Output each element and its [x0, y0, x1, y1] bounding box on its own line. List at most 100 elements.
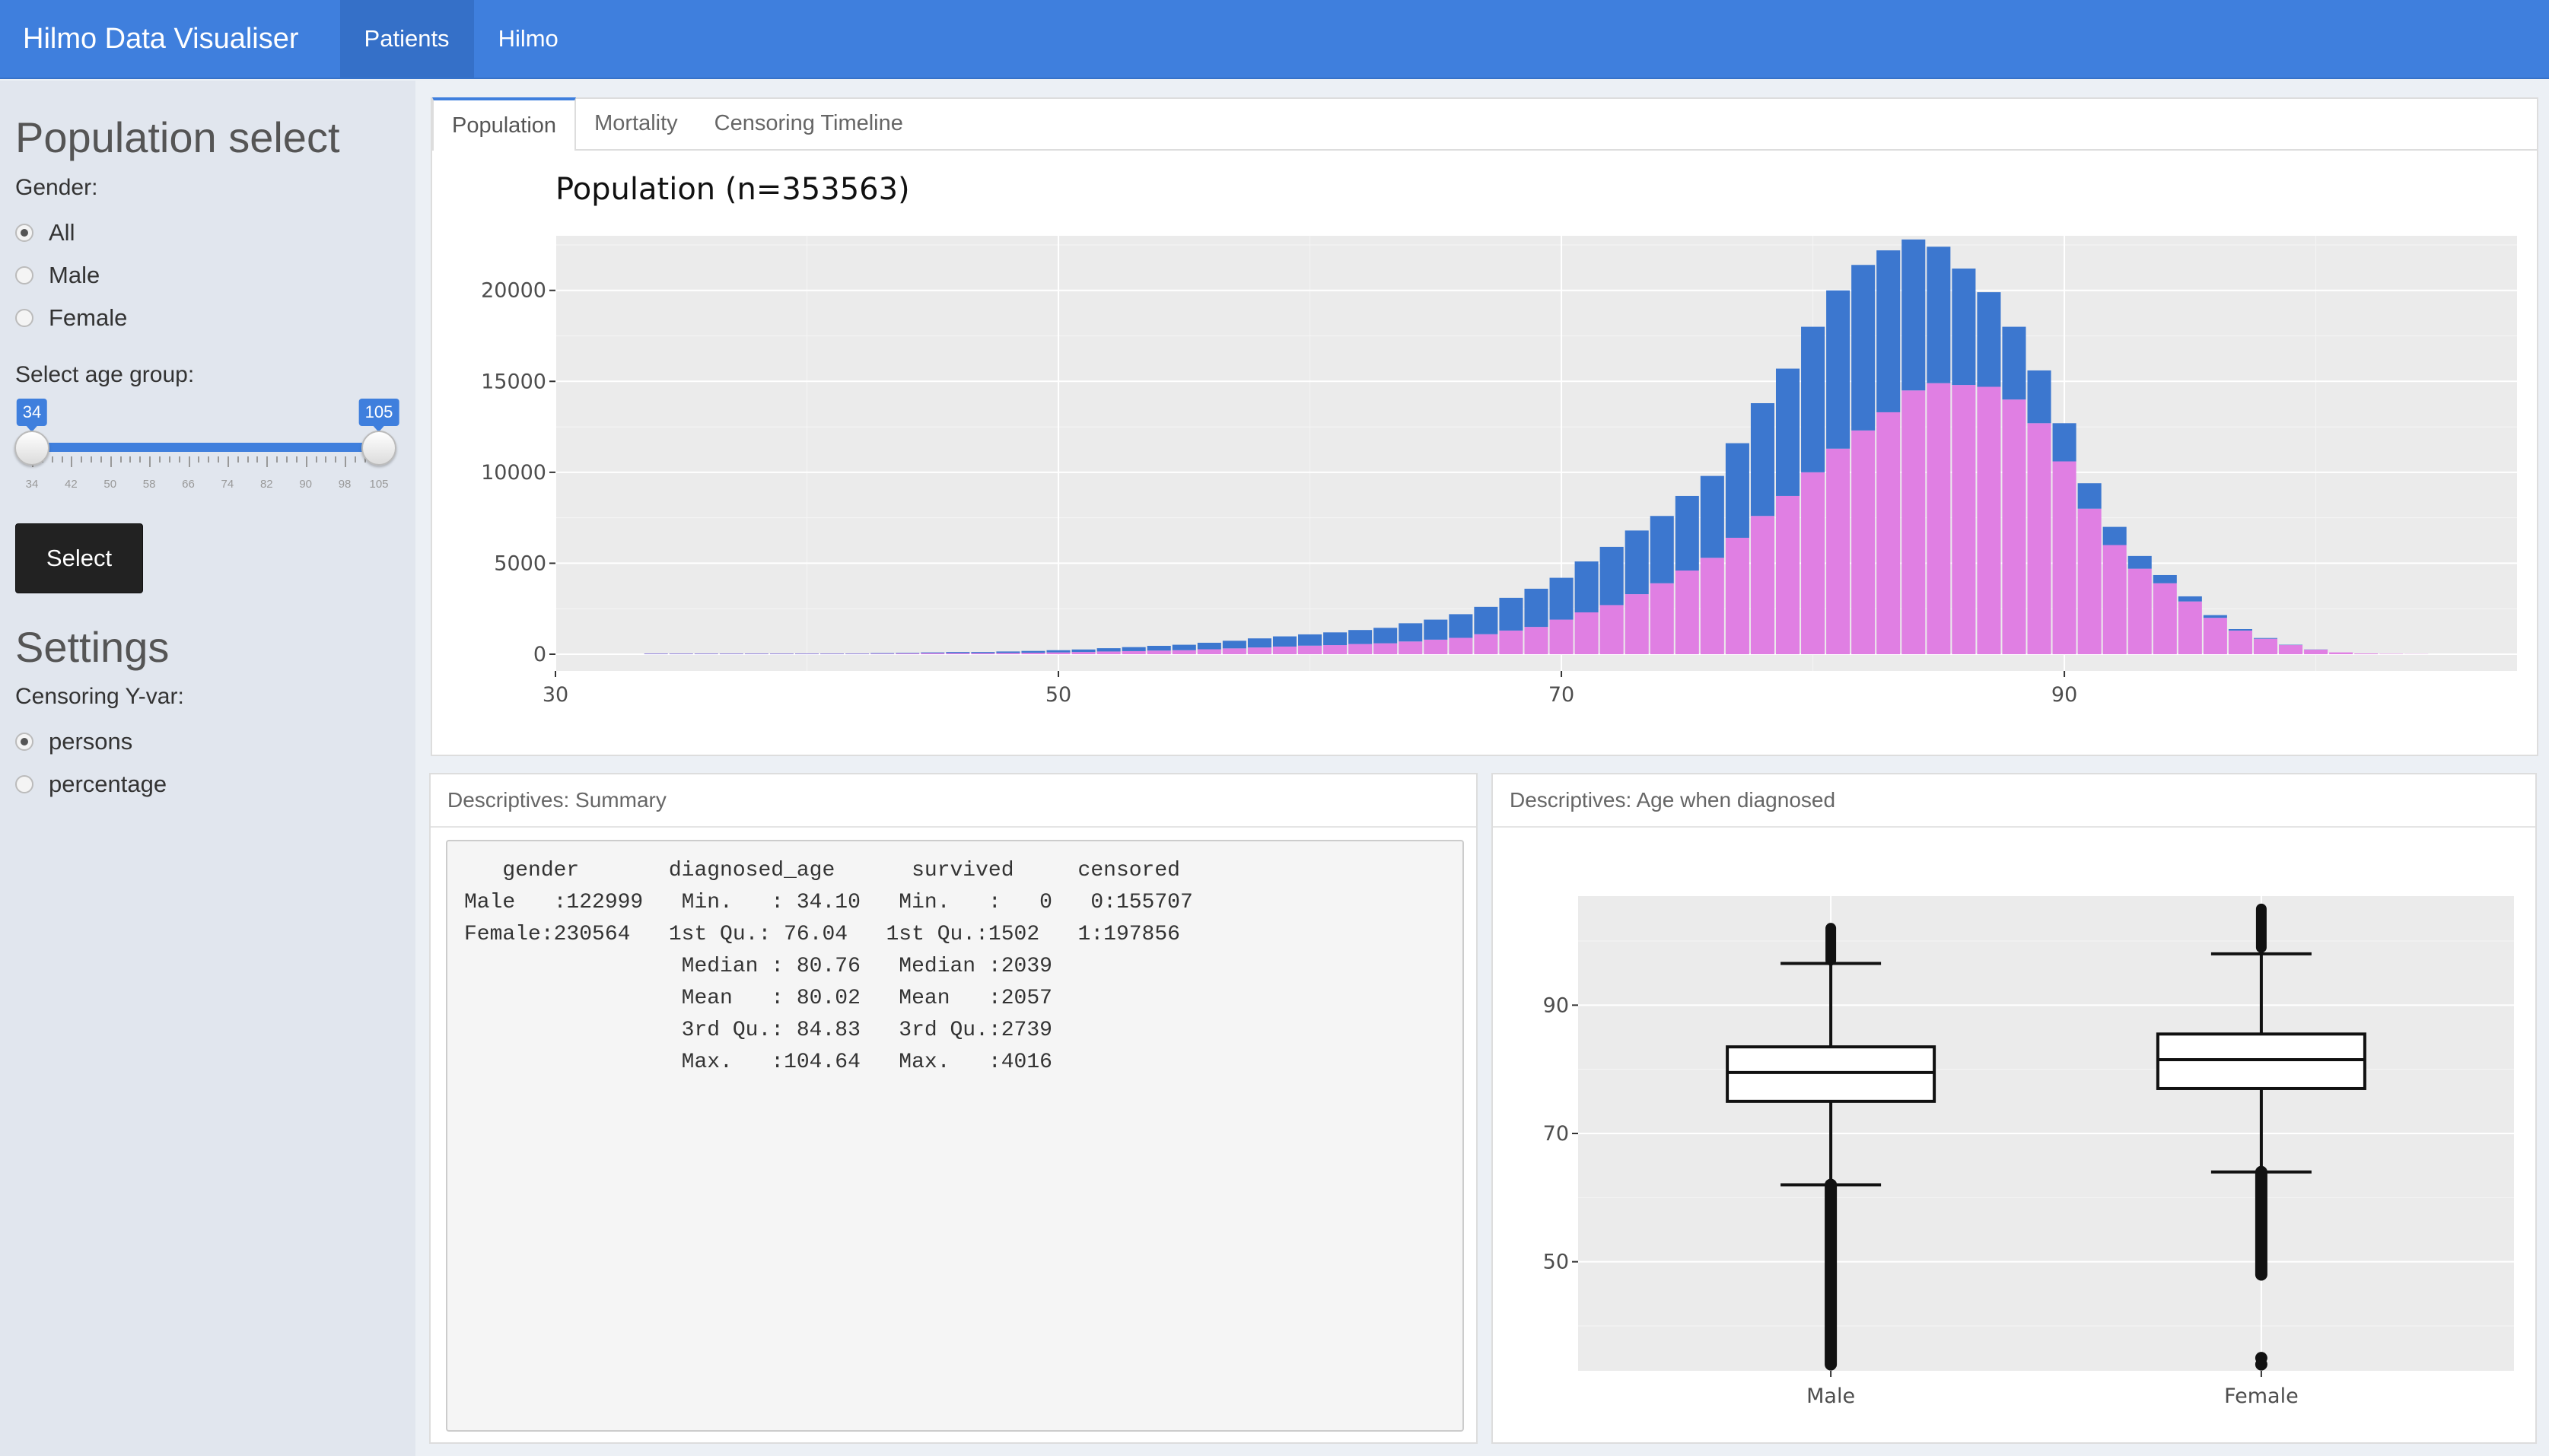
censoring-option-percentage[interactable]: percentage	[15, 763, 415, 806]
slider-tick	[218, 456, 220, 463]
radio-button[interactable]	[15, 223, 33, 242]
bar-female	[1977, 386, 2001, 654]
gender-option-female[interactable]: Female	[15, 297, 415, 339]
bar-female	[2178, 601, 2202, 654]
bar-male	[1373, 628, 1398, 644]
radio-button[interactable]	[15, 265, 33, 285]
settings-heading: Settings	[15, 622, 170, 671]
bar-female	[2052, 461, 2076, 654]
slider-tick-label: 74	[221, 477, 234, 491]
bar-male	[1750, 403, 1774, 517]
bar-female	[2203, 618, 2227, 654]
population-select-heading: Population select	[15, 113, 340, 161]
gender-option-male[interactable]: Male	[15, 254, 415, 297]
bar-male	[1725, 443, 1749, 538]
summary-line: Male :122999 Min. : 34.10 Min. : 0 0:155…	[464, 891, 1193, 914]
slider-tick	[198, 456, 200, 463]
radio-button[interactable]	[15, 733, 33, 752]
slider-tick	[168, 456, 170, 463]
bar-female	[971, 653, 995, 654]
bar-male	[1775, 368, 1800, 496]
slider-low-handle[interactable]	[14, 430, 49, 466]
bar-female	[1826, 448, 1850, 654]
bar-male	[1977, 292, 2001, 387]
bar-male	[1147, 646, 1171, 651]
bar-male	[1952, 269, 1976, 386]
bar-female	[1046, 652, 1071, 654]
slider-tick	[110, 456, 112, 467]
radio-button[interactable]	[15, 775, 33, 794]
bar-male	[2228, 629, 2252, 631]
slider-tick	[305, 456, 307, 467]
bar-male	[1675, 495, 1699, 571]
iqr-box	[1726, 1045, 1936, 1103]
slider-tick	[247, 456, 249, 463]
gender-option-label: All	[49, 218, 75, 246]
bar-female	[1272, 646, 1297, 654]
slider-tick	[119, 456, 122, 463]
bar-male	[1449, 614, 1473, 638]
bar-male	[1574, 561, 1599, 612]
slider-tick	[81, 456, 83, 463]
slider-tick	[315, 456, 317, 463]
tab-censoring-timeline[interactable]: Censoring Timeline	[714, 110, 903, 135]
summary-line: Median : 80.76 Median :2039	[464, 955, 1052, 978]
slider-high-handle[interactable]	[361, 430, 396, 466]
censoring-option-persons[interactable]: persons	[15, 720, 415, 763]
bar-female	[1700, 558, 1724, 654]
slider-tick	[295, 456, 298, 463]
bar-male	[1901, 239, 1926, 391]
slider-tick	[149, 456, 151, 467]
nav-tab-patients[interactable]: Patients	[339, 0, 474, 78]
slider-tick	[354, 456, 356, 463]
bar-female	[1927, 383, 1951, 654]
bar-female	[1348, 644, 1373, 654]
bar-female	[1901, 390, 1926, 654]
bar-female	[1952, 385, 1976, 654]
bar-male	[1046, 650, 1071, 653]
censoring-option-label: percentage	[49, 771, 167, 798]
radio-button[interactable]	[15, 308, 33, 327]
x-tick-label: Male	[1806, 1384, 1855, 1408]
summary-line: 3rd Qu.: 84.83 3rd Qu.:2739	[464, 1019, 1052, 1042]
bar-male	[1021, 650, 1045, 653]
bar-male	[1599, 546, 1624, 606]
age-boxplot: 50 70 90 Male Female	[1543, 896, 2514, 1408]
y-tick-label: 5000	[494, 552, 546, 575]
tab-mortality[interactable]: Mortality	[594, 110, 678, 135]
age-range-slider[interactable]: 34 105 34 42 50 58 66 74 82 90 98 105	[14, 398, 399, 513]
bar-female	[1424, 639, 1448, 654]
population-histogram: 30 50 70 90 0 5000 10000 15000 20000	[481, 236, 2517, 707]
select-button[interactable]: Select	[15, 523, 143, 593]
slider-tick	[100, 456, 102, 463]
tab-population[interactable]: Population	[432, 97, 577, 151]
slider-tick-label: 58	[142, 477, 156, 491]
bar-female	[896, 653, 920, 654]
bar-female	[1549, 619, 1574, 654]
summary-line: Female:230564 1st Qu.: 76.04 1st Qu.:150…	[464, 923, 1180, 946]
y-tick-label: 70	[1543, 1122, 1569, 1146]
bar-male	[1700, 475, 1724, 558]
outlier-point	[2255, 1352, 2267, 1365]
summary-line: Mean : 80.02 Mean :2057	[464, 987, 1052, 1010]
slider-tick	[237, 456, 239, 463]
bar-male	[1424, 619, 1448, 640]
x-tick-label: 30	[543, 683, 568, 707]
bar-female	[1172, 650, 1196, 654]
gender-option-all[interactable]: All	[15, 211, 415, 254]
slider-tick	[345, 456, 347, 467]
bar-male	[1524, 588, 1548, 628]
bar-male	[1122, 647, 1146, 651]
y-tick-label: 0	[533, 643, 546, 666]
bar-male	[2027, 370, 2051, 424]
slider-tick	[285, 456, 288, 463]
bar-male	[1650, 516, 1674, 583]
bar-female	[1675, 571, 1699, 654]
x-tick-label: 70	[1548, 683, 1574, 707]
slider-tick	[266, 456, 269, 467]
nav-tab-hilmo[interactable]: Hilmo	[498, 25, 558, 52]
bar-male	[1826, 290, 1850, 449]
app-brand[interactable]: Hilmo Data Visualiser	[23, 22, 299, 55]
slider-tick	[139, 456, 142, 463]
age-diagnosed-box: Descriptives: Age when diagnosed 50 70 90 M…	[1491, 773, 2537, 1444]
